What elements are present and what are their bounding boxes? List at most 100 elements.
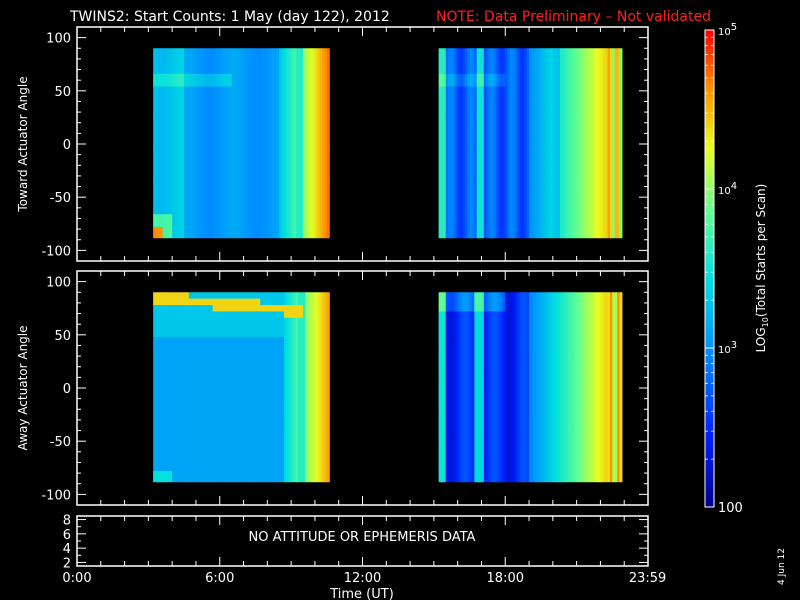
heatmap-cell: [222, 156, 226, 164]
heatmap-cell: [312, 73, 316, 81]
heatmap-cell: [253, 118, 257, 126]
heatmap-cell: [250, 220, 254, 228]
heatmap-cell: [519, 175, 523, 183]
heatmap-cell: [602, 137, 606, 145]
heatmap-cell: [614, 188, 618, 196]
heatmap-cell: [617, 86, 621, 94]
heatmap-cell: [529, 92, 533, 100]
heatmap-cell: [452, 131, 456, 139]
heatmap-cell: [181, 61, 185, 69]
heatmap-cell: [531, 201, 535, 209]
heatmap-cell: [198, 80, 202, 88]
heatmap-cell: [569, 137, 573, 145]
heatmap-cell: [469, 73, 473, 81]
heatmap-cell: [493, 226, 497, 234]
heatmap-cell: [545, 163, 549, 171]
heatmap-cell: [488, 182, 492, 190]
heatmap-cell: [581, 86, 585, 94]
heatmap-cell: [205, 182, 209, 190]
heatmap-cell: [174, 233, 178, 239]
heatmap-cell: [471, 54, 475, 62]
heatmap-cell: [322, 105, 326, 113]
heatmap-cell: [552, 54, 556, 62]
heatmap-cell: [457, 48, 461, 56]
heatmap-cell: [317, 195, 321, 203]
heatmap-cell: [521, 92, 525, 100]
heatmap-cell: [274, 214, 278, 222]
heatmap-cell: [324, 233, 328, 239]
heatmap-cell: [269, 118, 273, 126]
heatmap-cell: [326, 61, 330, 69]
heatmap-cell: [326, 99, 330, 107]
heatmap-cell: [579, 48, 582, 56]
heatmap-cell: [153, 388, 157, 395]
heatmap-cell: [460, 220, 464, 228]
heatmap-cell: [200, 220, 204, 228]
heatmap-cell: [179, 144, 183, 151]
heatmap-cell: [612, 54, 616, 62]
heatmap-cell: [576, 86, 580, 94]
heatmap-cell: [445, 67, 449, 75]
heatmap-cell: [593, 201, 597, 209]
heatmap-cell: [500, 163, 504, 171]
heatmap-cell: [272, 233, 276, 239]
heatmap-cell: [274, 54, 278, 62]
heatmap-cell: [609, 195, 613, 203]
heatmap-away: [153, 292, 623, 483]
heatmap-cell: [614, 92, 618, 100]
heatmap-cell: [602, 220, 606, 228]
heatmap-cell: [498, 54, 502, 62]
heatmap-cell: [169, 311, 173, 319]
heatmap-cell: [479, 220, 483, 228]
heatmap-cell: [486, 207, 490, 215]
heatmap-cell: [457, 80, 461, 88]
heatmap-cell: [319, 163, 323, 171]
heatmap-cell: [569, 124, 573, 132]
heatmap-cell: [319, 175, 323, 183]
heatmap-cell: [562, 207, 566, 215]
heatmap-cell: [174, 381, 178, 389]
heatmap-cell: [160, 92, 164, 100]
heatmap-cell: [160, 61, 164, 69]
heatmap-cell: [598, 188, 602, 196]
heatmap-cell: [555, 54, 559, 62]
heatmap-cell: [303, 207, 306, 215]
heatmap-cell: [310, 67, 314, 75]
heatmap-cell: [184, 233, 188, 239]
heatmap-cell: [324, 118, 328, 126]
heatmap-cell: [567, 214, 571, 222]
heatmap-cell: [191, 73, 195, 81]
heatmap-cell: [162, 144, 166, 151]
heatmap-cell: [288, 195, 292, 203]
heatmap-cell: [531, 99, 535, 107]
heatmap-cell: [234, 105, 237, 113]
heatmap-cell: [467, 131, 471, 139]
heatmap-cell: [505, 214, 509, 222]
heatmap-cell: [193, 99, 197, 107]
heatmap-cell: [519, 80, 523, 88]
heatmap-cell: [167, 233, 171, 239]
heatmap-cell: [559, 48, 563, 56]
heatmap-cell: [326, 233, 330, 239]
heatmap-cell: [267, 73, 271, 81]
heatmap-cell: [524, 112, 528, 120]
heatmap-cell: [283, 233, 287, 239]
heatmap-cell: [234, 137, 237, 145]
heatmap-cell: [481, 150, 485, 158]
heatmap-cell: [255, 48, 259, 56]
heatmap-cell: [486, 144, 490, 151]
heatmap-cell: [174, 305, 178, 313]
heatmap-cell: [162, 451, 166, 459]
heatmap-cell: [222, 80, 226, 88]
heatmap-cell: [314, 80, 318, 88]
heatmap-cell: [267, 207, 271, 215]
heatmap-cell: [198, 163, 202, 171]
heatmap-cell: [236, 105, 240, 113]
heatmap-cell: [269, 131, 273, 139]
heatmap-cell: [579, 144, 582, 151]
heatmap-cell: [490, 156, 494, 164]
heatmap-cell: [276, 124, 280, 132]
heatmap-cell: [210, 112, 214, 120]
heatmap-cell: [262, 220, 266, 228]
heatmap-cell: [274, 67, 278, 75]
